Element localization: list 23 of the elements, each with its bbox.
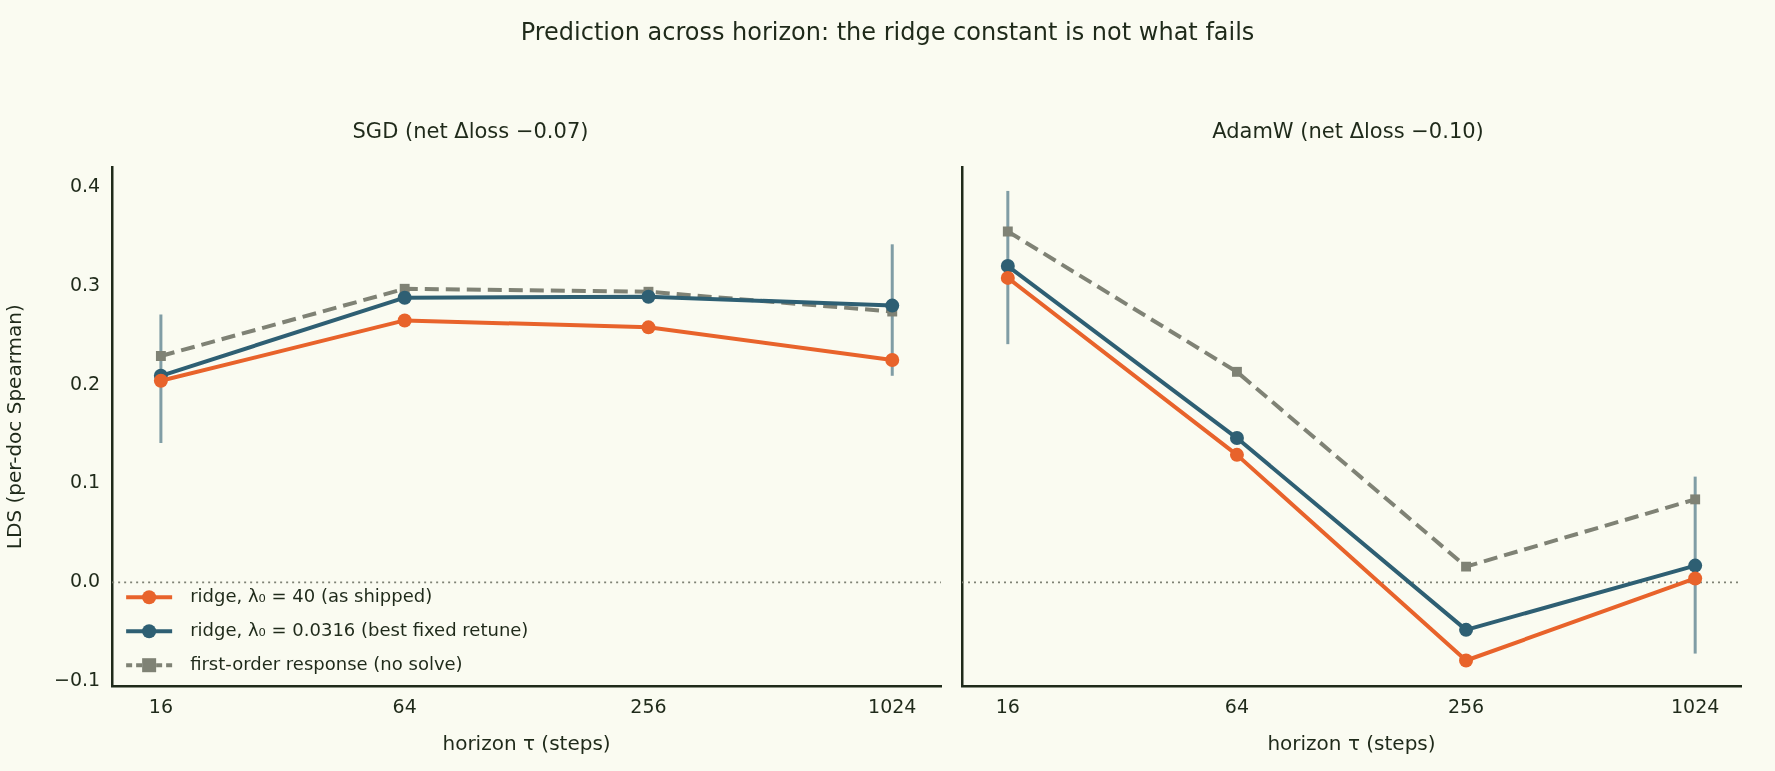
legend-label: first-order response (no solve): [190, 652, 463, 674]
y-axis-title: LDS (per-doc Spearman): [2, 304, 27, 550]
y-tick-label: −0.1: [54, 668, 101, 691]
y-tick-label: 0.3: [69, 272, 101, 295]
legend-label: ridge, λ₀ = 0.0316 (best fixed retune): [190, 618, 529, 640]
y-tick-label: 0.0: [69, 569, 101, 592]
text: Prediction across horizon: the ridge constant is not what fails: [519, 17, 1256, 48]
chart-title: AdamW (net Δloss −0.10): [1212, 119, 1484, 144]
x-tick-label: 256: [630, 694, 667, 717]
x-axis-title: horizon τ (steps): [1267, 731, 1436, 756]
x-tick-label: 64: [392, 694, 417, 717]
x-tick-label: 256: [1447, 694, 1485, 717]
y-tick-label: 0.4: [69, 173, 101, 196]
x-axis-title: horizon τ (steps): [442, 731, 611, 756]
x-tick-label: 16: [148, 694, 173, 717]
x-tick-label: 1024: [1671, 694, 1720, 717]
chart-title: SGD (net Δloss −0.07): [352, 119, 589, 144]
x-tick-label: 16: [995, 694, 1020, 717]
legend-label: ridge, λ₀ = 40 (as shipped): [190, 584, 433, 606]
y-tick-label: 0.1: [69, 470, 101, 493]
x-tick-label: 1024: [868, 694, 917, 717]
x-tick-label: 64: [1224, 694, 1250, 717]
y-tick-label: 0.2: [69, 371, 101, 394]
